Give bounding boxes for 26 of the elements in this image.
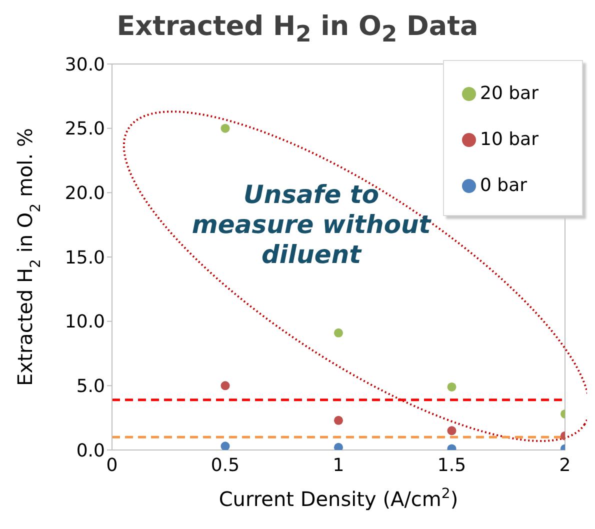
legend-label: 0 bar [480,175,528,196]
x-tick-label: 1.5 [437,454,466,476]
point [334,416,344,425]
y-tick-label: 20.0 [64,183,105,204]
y-tick-label: 10.0 [64,312,105,333]
x-tick-label: 2 [559,454,571,476]
point [334,328,344,338]
y-tick-label: 30.0 [64,54,105,76]
chart-title: Extracted H$_{2}$ in O$_{2}$ Data [116,10,480,50]
point [220,442,230,450]
y-tick-label: 15.0 [64,247,105,268]
x-tick-label: 0.5 [210,454,240,476]
y-tick-label: 25.0 [64,118,105,140]
x-axis-title: Current Density (A/cm$^{2}$) [218,486,458,511]
annotation: Unsafe to measure without diluent [192,180,432,269]
legend-label: 10 bar [480,129,538,150]
legend-label: 20 bar [480,83,538,104]
x-tick-label: 0 [106,454,118,476]
x-tick-label: 1 [332,454,344,476]
y-tick-label: 0.0 [76,440,105,462]
y-tick-label: 5.0 [76,376,105,398]
point [447,426,456,436]
point [334,442,344,450]
point [447,382,456,392]
point [220,124,230,133]
point [220,381,230,390]
